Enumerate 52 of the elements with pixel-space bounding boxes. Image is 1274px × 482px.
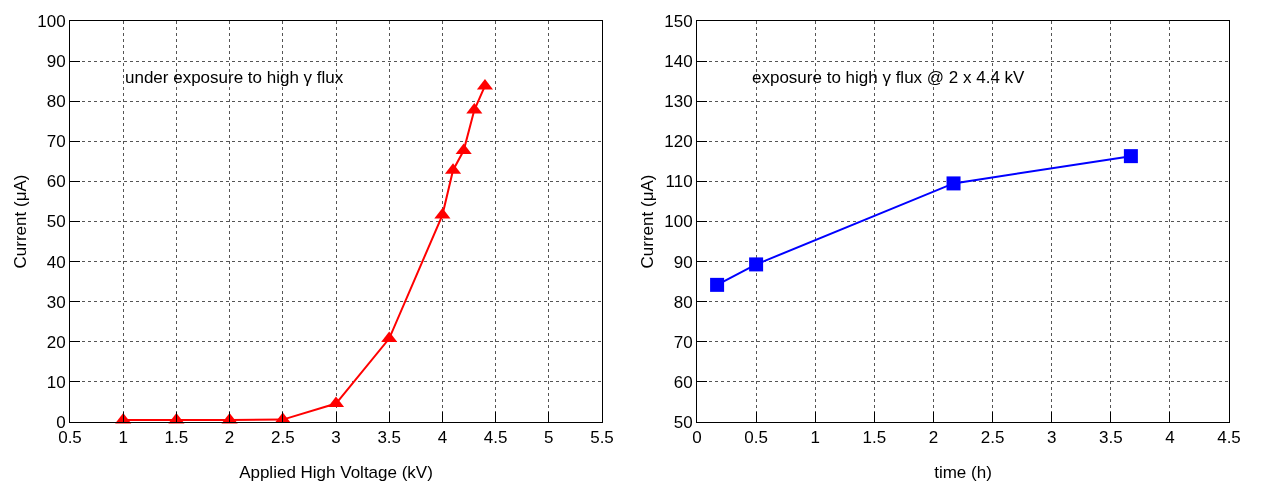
y-axis-title: Current (μA) [638, 174, 657, 269]
x-tick-label: 2.5 [270, 428, 295, 448]
y-tick-label: 90 [673, 252, 693, 272]
x-tick-label: 3.5 [377, 428, 402, 448]
x-tick-label: 4.5 [1217, 428, 1241, 448]
x-tick-label: 2 [928, 428, 939, 448]
x-tick-label: 0.5 [744, 428, 768, 448]
y-tick-label: 100 [664, 212, 693, 232]
y-tick-label: 100 [37, 11, 66, 31]
y-tick-label: 10 [46, 372, 66, 392]
point [381, 331, 398, 343]
x-tick-label: 4 [437, 428, 448, 448]
y-tick-label: 140 [664, 52, 693, 72]
x-tick-label: 3 [1046, 428, 1057, 448]
y-tick-label: 40 [46, 252, 66, 272]
x-tick-label: 5 [544, 428, 554, 448]
annotation: under exposure to high γ flux [125, 68, 344, 87]
x-tick-label: 3 [331, 428, 341, 448]
y-tick-label: 20 [46, 332, 66, 352]
x-tick-label: 1 [118, 428, 128, 448]
point [749, 257, 764, 272]
y-tick-label: 60 [46, 172, 66, 192]
y-tick-label: 60 [673, 372, 693, 392]
x-tick-label: 1.5 [164, 428, 189, 448]
x-tick-label: 2.5 [980, 428, 1005, 448]
x-axis-title: Applied High Voltage (kV) [239, 463, 433, 482]
y-tick-label: 80 [46, 92, 66, 112]
y-tick-label: 70 [673, 332, 693, 352]
x-tick-label: 1 [810, 428, 820, 448]
x-tick-label: 3.5 [1098, 428, 1123, 448]
y-tick-label: 90 [46, 52, 66, 72]
x-tick-label: 1.5 [862, 428, 887, 448]
annotation: exposure to high γ flux @ 2 x 4.4 kV [752, 68, 1026, 87]
y-tick-label: 150 [664, 11, 693, 31]
y-tick-label: 30 [46, 292, 66, 312]
x-axis-title: time (h) [934, 463, 992, 482]
y-tick-label: 50 [46, 212, 66, 232]
point [455, 143, 472, 155]
point [710, 277, 725, 292]
y-tick-label: 110 [665, 172, 693, 192]
x-tick-label: 4 [1165, 428, 1175, 448]
y-tick-label: 50 [673, 412, 693, 432]
y-tick-label: 130 [664, 92, 693, 112]
x-tick-label: 4.5 [483, 428, 508, 448]
x-tick-label: 5.5 [590, 428, 614, 448]
x-tick-label: 2 [224, 428, 235, 448]
point [1123, 149, 1138, 164]
point [946, 176, 961, 191]
y-axis-title: Current (μA) [11, 174, 30, 269]
y-tick-label: 120 [664, 132, 693, 152]
y-tick-label: 80 [673, 292, 693, 312]
y-tick-label: 70 [46, 132, 66, 152]
